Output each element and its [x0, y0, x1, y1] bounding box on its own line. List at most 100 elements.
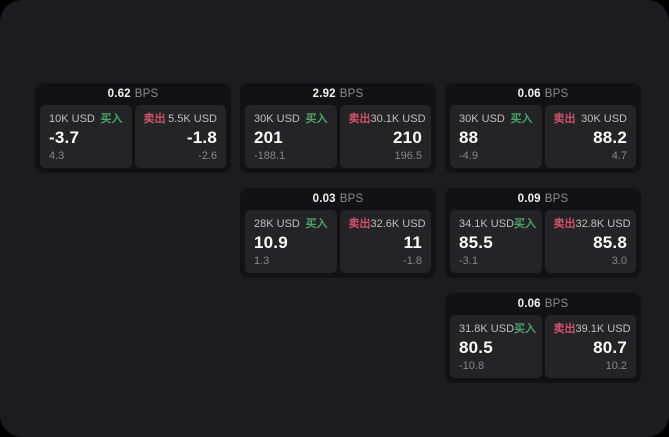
- bps-unit-label: BPS: [544, 88, 569, 100]
- bps-header: 0.06 BPS: [445, 293, 641, 315]
- sell-tile[interactable]: 卖出 30.1K USD 210 196.5: [339, 105, 431, 168]
- bps-unit-label: BPS: [544, 193, 569, 205]
- sell-sub-value: 3.0: [611, 255, 627, 267]
- buy-price-value: -3.7: [49, 128, 80, 147]
- quote-card[interactable]: 0.06 BPS 30K USD 买入 88 -4.9 卖出 30K USD 8…: [445, 83, 641, 173]
- buy-tile-header: 10K USD 买入: [49, 113, 123, 125]
- quote-cards-grid: 0.62 BPS 10K USD 买入 -3.7 4.3 卖出 5.5K USD…: [35, 83, 641, 383]
- sell-tile-header: 卖出 30.1K USD: [348, 113, 426, 125]
- buy-sub-value: -10.8: [459, 360, 485, 372]
- buy-side-label: 买入: [305, 218, 328, 230]
- buy-sub-value: -3.1: [459, 255, 478, 267]
- bps-unit-label: BPS: [339, 193, 364, 205]
- buy-side-label: 买入: [514, 218, 537, 230]
- buy-side-label: 买入: [305, 113, 328, 125]
- sell-tile[interactable]: 卖出 5.5K USD -1.8 -2.6: [134, 105, 226, 168]
- sell-side-label: 卖出: [348, 113, 371, 125]
- buy-tile[interactable]: 30K USD 买入 88 -4.9: [450, 105, 542, 168]
- buy-price-value: 85.5: [459, 233, 493, 252]
- buy-amount-label: 10K USD: [49, 113, 95, 125]
- buy-amount-label: 30K USD: [254, 113, 300, 125]
- buy-amount-label: 28K USD: [254, 218, 300, 230]
- bps-value: 0.09: [517, 193, 541, 205]
- sell-amount-label: 30K USD: [581, 113, 627, 125]
- buy-price-value: 201: [254, 128, 283, 147]
- buy-tile-header: 30K USD 买入: [459, 113, 533, 125]
- sell-tile[interactable]: 卖出 32.6K USD 11 -1.8: [339, 210, 431, 273]
- sell-tile-header: 卖出 5.5K USD: [144, 113, 218, 125]
- buy-amount-label: 30K USD: [459, 113, 505, 125]
- sell-tile[interactable]: 卖出 30K USD 88.2 4.7: [544, 105, 636, 168]
- sell-side-label: 卖出: [348, 218, 371, 230]
- buy-tile-header: 28K USD 买入: [254, 218, 328, 230]
- sell-amount-label: 32.6K USD: [370, 218, 426, 230]
- sell-price-value: 85.8: [593, 233, 627, 252]
- buy-tile[interactable]: 30K USD 买入 201 -188.1: [245, 105, 337, 168]
- buy-side-label: 买入: [100, 113, 123, 125]
- buy-price-value: 10.9: [254, 233, 288, 252]
- buy-side-label: 买入: [514, 323, 537, 335]
- sell-side-label: 卖出: [553, 113, 576, 125]
- sell-price-value: 80.7: [593, 338, 627, 357]
- bps-unit-label: BPS: [339, 88, 364, 100]
- sell-sub-value: 4.7: [611, 150, 627, 162]
- sell-amount-label: 39.1K USD: [575, 323, 631, 335]
- bps-header: 0.09 BPS: [445, 188, 641, 210]
- sell-price-value: 88.2: [593, 128, 627, 147]
- sell-side-label: 卖出: [553, 323, 576, 335]
- buy-tile-header: 34.1K USD 买入: [459, 218, 537, 230]
- bps-header: 0.06 BPS: [445, 83, 641, 105]
- buy-tile-header: 30K USD 买入: [254, 113, 328, 125]
- sell-side-label: 卖出: [143, 113, 166, 125]
- bps-unit-label: BPS: [544, 298, 569, 310]
- quote-tiles: 34.1K USD 买入 85.5 -3.1 卖出 32.8K USD 85.8…: [445, 210, 641, 278]
- buy-sub-value: -188.1: [254, 150, 286, 162]
- quote-card[interactable]: 0.09 BPS 34.1K USD 买入 85.5 -3.1 卖出 32.8K…: [445, 188, 641, 278]
- buy-sub-value: 4.3: [49, 150, 65, 162]
- sell-side-label: 卖出: [553, 218, 576, 230]
- quote-card[interactable]: 2.92 BPS 30K USD 买入 201 -188.1 卖出 30.1K …: [240, 83, 436, 173]
- sell-sub-value: -2.6: [198, 150, 217, 162]
- sell-tile[interactable]: 卖出 39.1K USD 80.7 10.2: [544, 315, 636, 378]
- sell-tile-header: 卖出 32.8K USD: [553, 218, 631, 230]
- sell-price-value: 210: [393, 128, 422, 147]
- buy-tile[interactable]: 28K USD 买入 10.9 1.3: [245, 210, 337, 273]
- buy-sub-value: 1.3: [254, 255, 270, 267]
- buy-tile[interactable]: 10K USD 买入 -3.7 4.3: [40, 105, 132, 168]
- sell-tile-header: 卖出 30K USD: [554, 113, 628, 125]
- quote-card[interactable]: 0.62 BPS 10K USD 买入 -3.7 4.3 卖出 5.5K USD…: [35, 83, 231, 173]
- bps-value: 0.03: [312, 193, 336, 205]
- sell-sub-value: -1.8: [403, 255, 422, 267]
- sell-sub-value: 196.5: [394, 150, 422, 162]
- buy-amount-label: 34.1K USD: [459, 218, 515, 230]
- bps-value: 0.06: [517, 298, 541, 310]
- quote-tiles: 30K USD 买入 88 -4.9 卖出 30K USD 88.2 4.7: [445, 105, 641, 173]
- bps-value: 2.92: [312, 88, 336, 100]
- buy-tile-header: 31.8K USD 买入: [459, 323, 537, 335]
- bps-header: 0.03 BPS: [240, 188, 436, 210]
- buy-price-value: 80.5: [459, 338, 493, 357]
- sell-price-value: -1.8: [186, 128, 217, 147]
- quote-card[interactable]: 0.06 BPS 31.8K USD 买入 80.5 -10.8 卖出 39.1…: [445, 293, 641, 383]
- quote-tiles: 30K USD 买入 201 -188.1 卖出 30.1K USD 210 1…: [240, 105, 436, 173]
- sell-tile[interactable]: 卖出 32.8K USD 85.8 3.0: [544, 210, 636, 273]
- sell-sub-value: 10.2: [605, 360, 627, 372]
- quote-card[interactable]: 0.03 BPS 28K USD 买入 10.9 1.3 卖出 32.6K US…: [240, 188, 436, 278]
- sell-tile-header: 卖出 32.6K USD: [348, 218, 426, 230]
- buy-tile[interactable]: 34.1K USD 买入 85.5 -3.1: [450, 210, 542, 273]
- buy-price-value: 88: [459, 128, 479, 147]
- sell-price-value: 11: [403, 233, 422, 252]
- buy-tile[interactable]: 31.8K USD 买入 80.5 -10.8: [450, 315, 542, 378]
- bps-value: 0.06: [517, 88, 541, 100]
- sell-amount-label: 30.1K USD: [370, 113, 426, 125]
- bps-value: 0.62: [107, 88, 131, 100]
- quote-tiles: 10K USD 买入 -3.7 4.3 卖出 5.5K USD -1.8 -2.…: [35, 105, 231, 173]
- bps-header: 0.62 BPS: [35, 83, 231, 105]
- sell-amount-label: 32.8K USD: [575, 218, 631, 230]
- buy-side-label: 买入: [510, 113, 533, 125]
- sell-amount-label: 5.5K USD: [168, 113, 217, 125]
- bps-header: 2.92 BPS: [240, 83, 436, 105]
- sell-tile-header: 卖出 39.1K USD: [553, 323, 631, 335]
- quote-tiles: 28K USD 买入 10.9 1.3 卖出 32.6K USD 11 -1.8: [240, 210, 436, 278]
